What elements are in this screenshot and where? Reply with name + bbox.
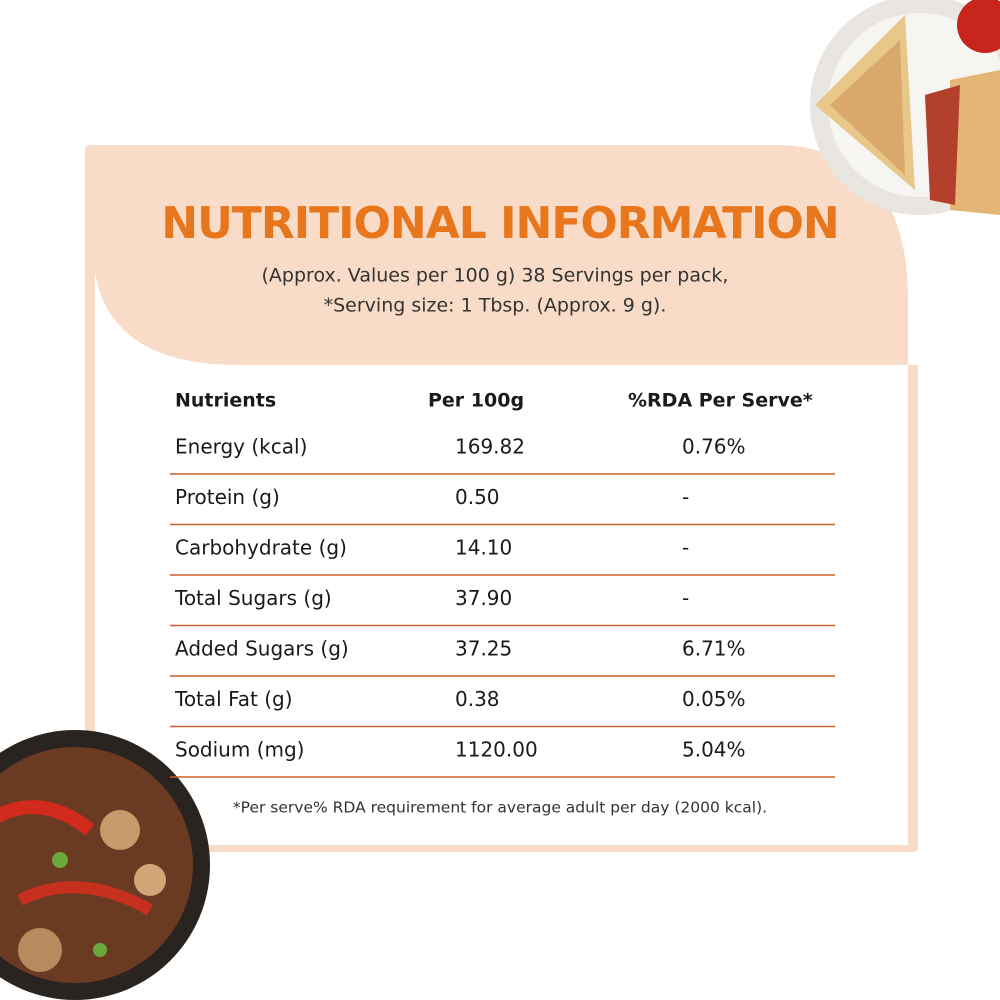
- nutrient-name: Added Sugars (g): [175, 637, 349, 661]
- nutrient-name: Protein (g): [175, 485, 280, 509]
- rda-value: -: [682, 586, 689, 610]
- footnote: *Per serve% RDA requirement for average …: [233, 799, 767, 817]
- rda-value: -: [682, 536, 689, 560]
- nutrient-name: Sodium (mg): [175, 738, 304, 762]
- subtitle: (Approx. Values per 100 g) 38 Servings p…: [262, 265, 729, 287]
- nutrient-name: Carbohydrate (g): [175, 536, 347, 560]
- nutrient-name: Total Sugars (g): [174, 586, 332, 610]
- per-100g-value: 37.90: [455, 586, 512, 610]
- column-header: %RDA Per Serve*: [628, 390, 813, 412]
- rda-value: 6.71%: [682, 637, 746, 661]
- per-100g-value: 0.38: [455, 687, 500, 711]
- per-100g-value: 37.25: [455, 637, 512, 661]
- nutrient-name: Energy (kcal): [175, 435, 307, 459]
- stir-fry-pan-image: [0, 730, 210, 1000]
- rda-value: 5.04%: [682, 738, 746, 762]
- rda-value: -: [682, 485, 689, 509]
- rda-value: 0.05%: [682, 687, 746, 711]
- title: NUTRITIONAL INFORMATION: [161, 198, 838, 249]
- per-100g-value: 169.82: [455, 435, 525, 459]
- sandwich-plate-image: [810, 0, 1000, 215]
- rda-value: 0.76%: [682, 435, 746, 459]
- per-100g-value: 1120.00: [455, 738, 538, 762]
- nutrient-name: Total Fat (g): [174, 687, 293, 711]
- card-body: [95, 272, 908, 845]
- subtitle: *Serving size: 1 Tbsp. (Approx. 9 g).: [324, 295, 667, 317]
- per-100g-value: 14.10: [455, 536, 512, 560]
- per-100g-value: 0.50: [455, 485, 500, 509]
- table-body: Energy (kcal) 169.82 0.76% Protein (g) 0.50 -…: [170, 435, 835, 778]
- column-header: Per 100g: [428, 390, 524, 412]
- column-header: Nutrients: [175, 390, 276, 412]
